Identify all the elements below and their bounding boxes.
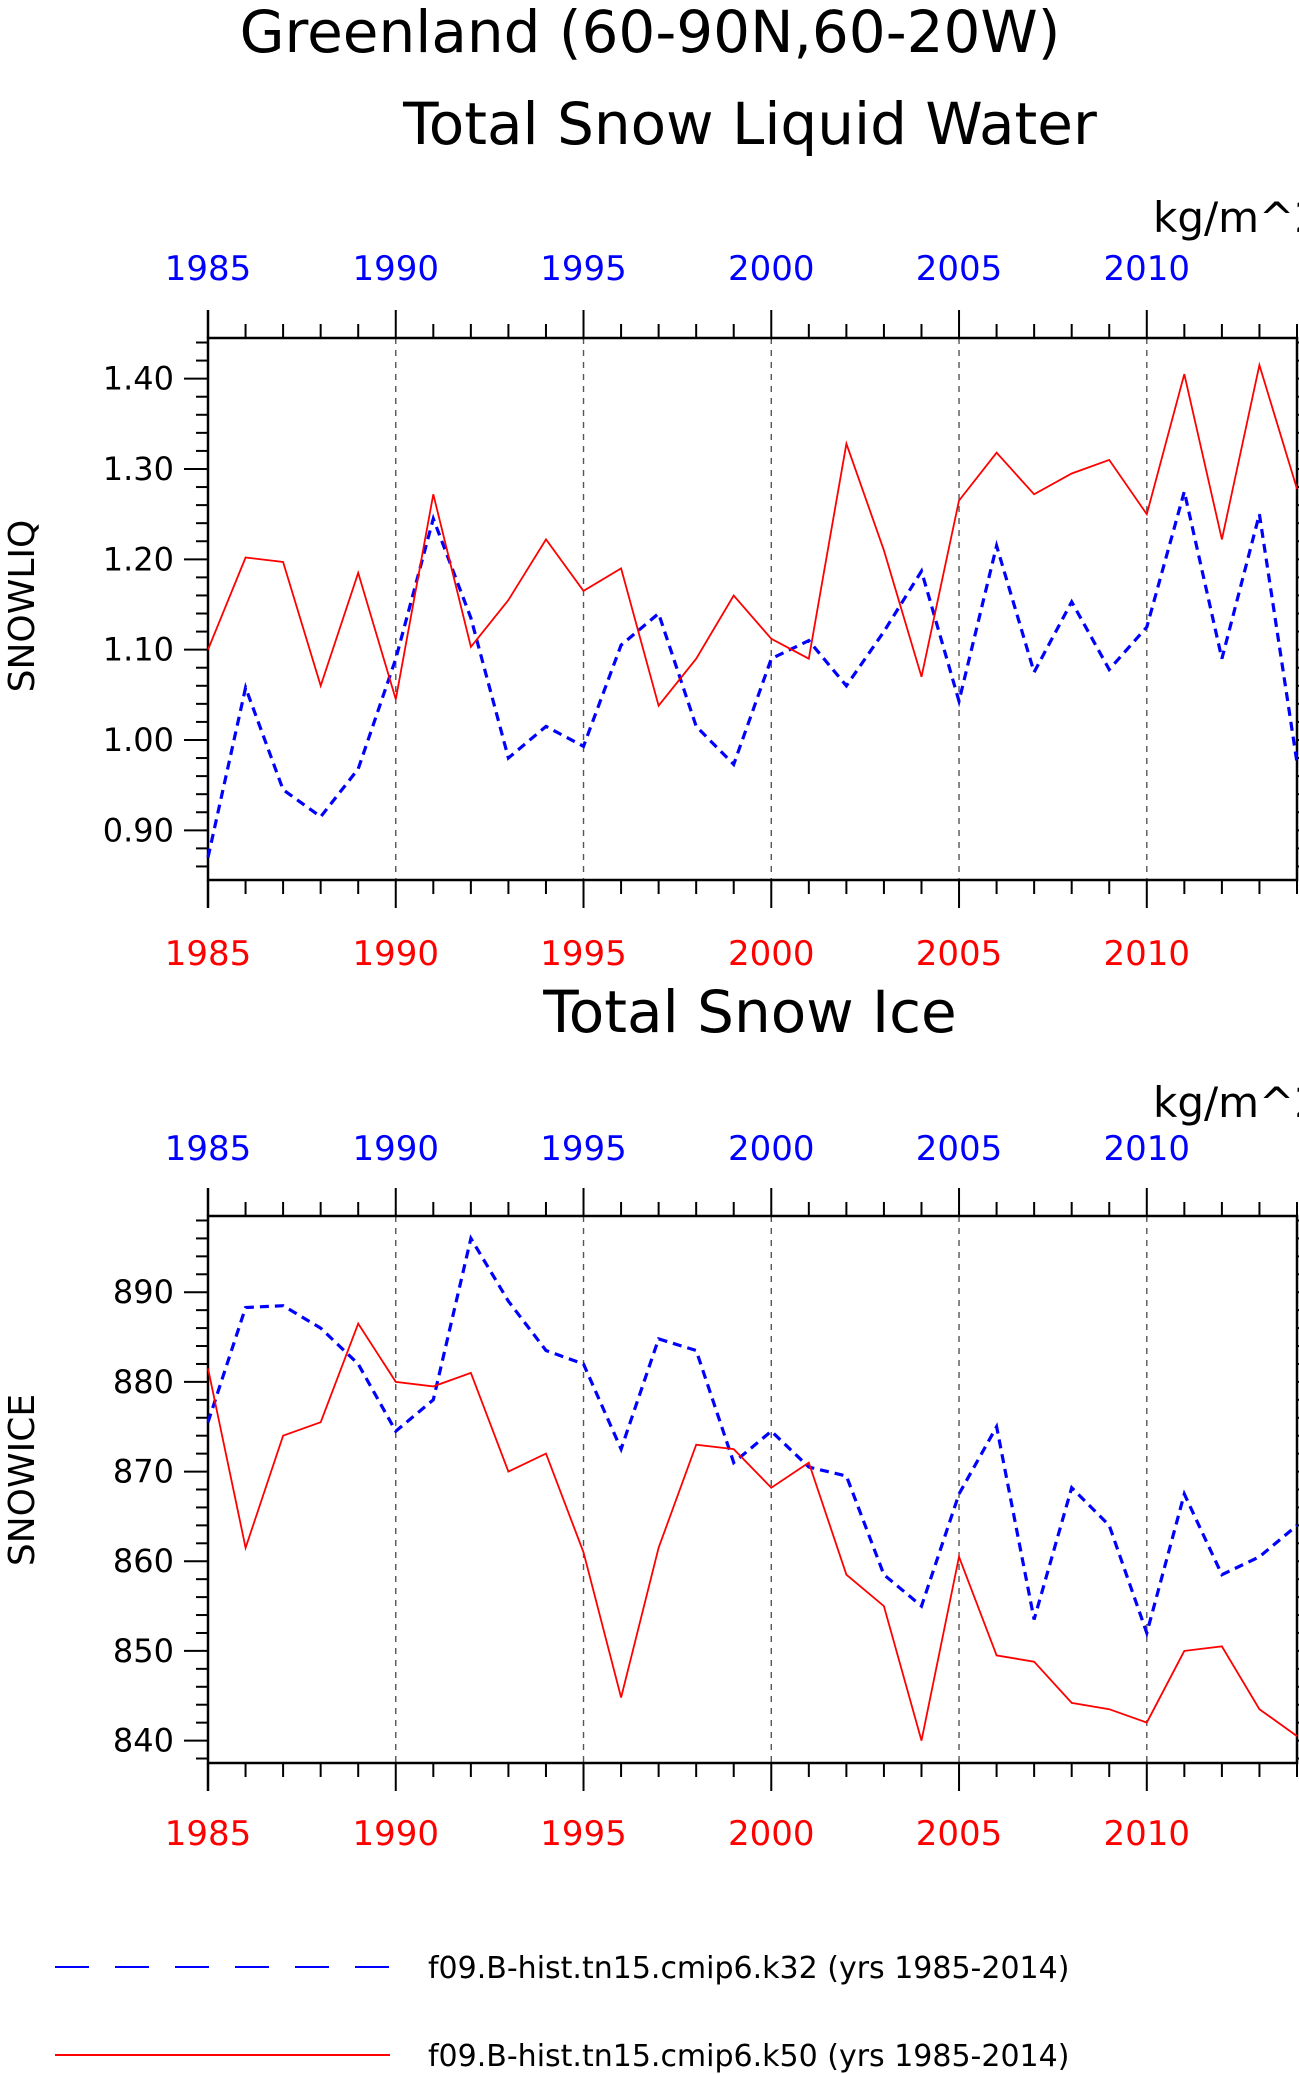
x-tick-label-bottom: 2010 <box>1104 934 1191 974</box>
x-tick-label-top: 1985 <box>165 1129 252 1169</box>
y-tick-label: 1.30 <box>103 450 174 488</box>
x-tick-label-bottom: 2000 <box>728 1814 815 1854</box>
x-tick-label-top: 1995 <box>540 1129 627 1169</box>
x-tick-label-bottom: 1990 <box>352 934 439 974</box>
x-tick-label-top: 2005 <box>916 249 1003 289</box>
y-tick-label: 870 <box>113 1453 174 1491</box>
x-tick-label-bottom: 1995 <box>540 1814 627 1854</box>
y-tick-label: 890 <box>113 1273 174 1311</box>
snowliq-units: kg/m^2 <box>1153 193 1299 242</box>
x-tick-label-bottom: 2005 <box>916 1814 1003 1854</box>
y-tick-label: 860 <box>113 1542 174 1580</box>
snowice-ylabel: SNOWICE <box>2 1394 43 1566</box>
y-tick-label: 840 <box>113 1722 174 1760</box>
y-tick-label: 1.00 <box>103 721 174 759</box>
snowice-title: Total Snow Ice <box>542 978 957 1046</box>
x-tick-label-top: 2000 <box>728 249 815 289</box>
x-tick-label-top: 1995 <box>540 249 627 289</box>
x-tick-label-bottom: 1990 <box>352 1814 439 1854</box>
y-tick-label: 1.20 <box>103 540 174 578</box>
x-tick-label-bottom: 1985 <box>165 1814 252 1854</box>
legend-label-k32: f09.B-hist.tn15.cmip6.k32 (yrs 1985-2014… <box>428 1951 1069 1986</box>
x-tick-label-top: 1990 <box>352 249 439 289</box>
x-tick-label-top: 2010 <box>1104 1129 1191 1169</box>
series-line-k50 <box>207 1321 1298 1741</box>
y-tick-label: 850 <box>113 1632 174 1670</box>
snowice-panel: Total Snow Ice kg/m^2 SNOWICE 1985 1990 19… <box>2 978 1299 1854</box>
plot-frame <box>206 336 1299 882</box>
x-tick-label-top: 2005 <box>916 1129 1003 1169</box>
x-tick-label-top: 1985 <box>165 249 252 289</box>
y-tick-label: 1.40 <box>103 360 174 398</box>
series-line-k50 <box>207 361 1298 708</box>
x-tick-label-bottom: 1985 <box>165 934 252 974</box>
y-tick-label: 0.90 <box>103 811 174 849</box>
snowliq-ylabel: SNOWLIQ <box>2 520 43 693</box>
x-tick-label-bottom: 2000 <box>728 934 815 974</box>
snowliq-title: Total Snow Liquid Water <box>402 90 1097 158</box>
series-line-k32 <box>206 491 1299 858</box>
x-tick-label-bottom: 2010 <box>1104 1814 1191 1854</box>
legend-label-k50: f09.B-hist.tn15.cmip6.k50 (yrs 1985-2014… <box>428 2039 1069 2074</box>
x-tick-label-bottom: 1995 <box>540 934 627 974</box>
y-tick-label: 880 <box>113 1363 174 1401</box>
snowice-units: kg/m^2 <box>1153 1078 1299 1127</box>
plot-frame <box>206 1214 1299 1765</box>
y-tick-label: 1.10 <box>103 631 174 669</box>
legend: f09.B-hist.tn15.cmip6.k32 (yrs 1985-2014… <box>55 1951 1069 2074</box>
x-tick-label-top: 1990 <box>352 1129 439 1169</box>
x-tick-label-bottom: 2005 <box>916 934 1003 974</box>
figure-title: Greenland (60-90N,60-20W) <box>240 0 1061 66</box>
snowliq-panel: Total Snow Liquid Water kg/m^2 SNOWLIQ 1… <box>2 90 1299 974</box>
x-tick-label-top: 2000 <box>728 1129 815 1169</box>
x-tick-label-top: 2010 <box>1104 249 1191 289</box>
series-line-k32 <box>206 1234 1299 1639</box>
